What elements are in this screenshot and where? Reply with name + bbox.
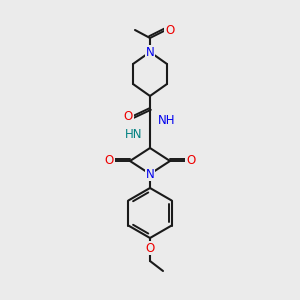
- Text: N: N: [146, 167, 154, 181]
- Text: NH: NH: [158, 115, 175, 128]
- Text: O: O: [104, 154, 114, 167]
- Text: O: O: [146, 242, 154, 254]
- Text: O: O: [186, 154, 196, 167]
- Text: O: O: [123, 110, 133, 122]
- Text: HN: HN: [124, 128, 142, 142]
- Text: O: O: [165, 23, 175, 37]
- Text: N: N: [146, 46, 154, 59]
